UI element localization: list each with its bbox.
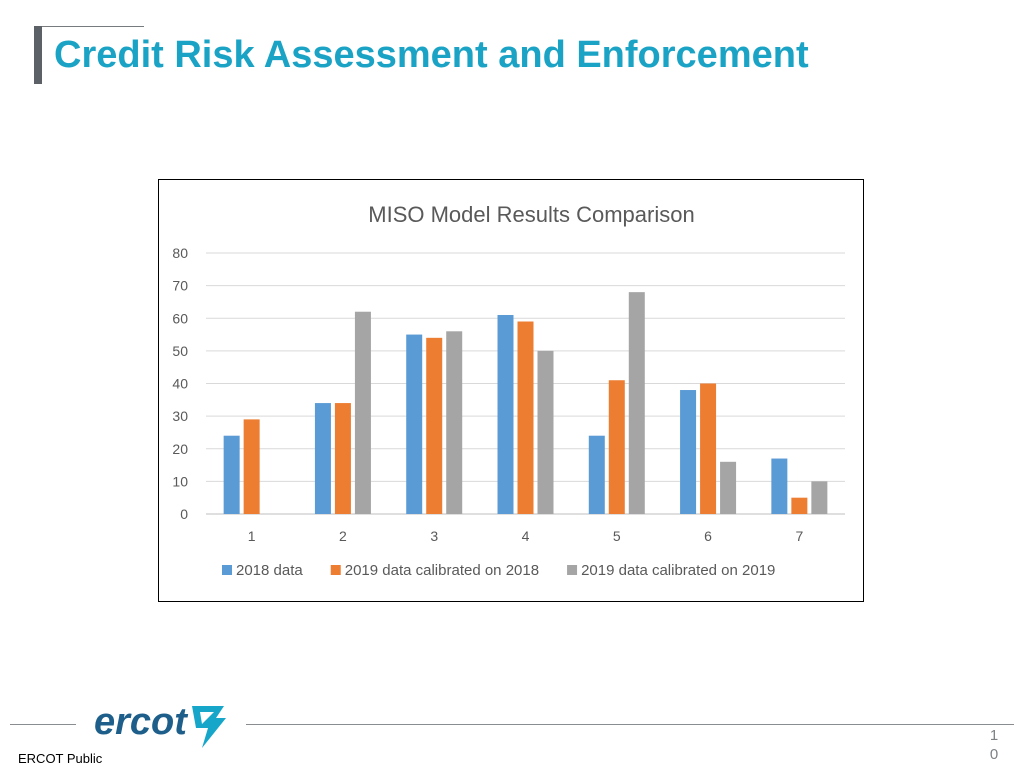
bar-1	[406, 334, 423, 514]
footer-divider-right	[246, 724, 1014, 725]
bar-1	[771, 458, 788, 514]
svg-text:ercot: ercot	[94, 701, 188, 743]
bar-1	[680, 390, 697, 514]
bar-2	[243, 419, 260, 514]
chart-title: MISO Model Results Comparison	[368, 202, 694, 227]
ercot-logo: ercot	[94, 701, 226, 748]
x-tick-label: 6	[704, 528, 712, 544]
y-tick-label: 0	[180, 506, 188, 522]
legend-label: 2019 data calibrated on 2019	[581, 562, 775, 579]
page-number-digit: 0	[989, 746, 999, 763]
page-number-digit: 1	[989, 727, 999, 744]
y-tick-label: 40	[172, 376, 188, 392]
bar-1	[314, 403, 331, 514]
bar-2	[426, 337, 443, 514]
bar-2	[334, 403, 351, 514]
bar-1	[497, 314, 514, 514]
bar-3	[354, 311, 371, 514]
legend-swatch	[222, 565, 232, 575]
x-tick-label: 2	[339, 528, 347, 544]
y-tick-label: 20	[172, 441, 188, 457]
title-accent-bar	[34, 26, 42, 84]
x-tick-label: 4	[522, 528, 530, 544]
bar-2	[700, 383, 717, 514]
texas-star-icon	[192, 706, 226, 748]
bar-1	[223, 435, 240, 514]
chart-frame: MISO Model Results Comparison 0 10 20 30 40 50…	[158, 179, 864, 602]
bar-2	[517, 321, 534, 514]
slide-title: Credit Risk Assessment and Enforcement	[54, 34, 809, 76]
y-tick-label: 60	[172, 310, 188, 326]
x-tick-label: 3	[430, 528, 438, 544]
y-tick-label: 50	[172, 343, 188, 359]
footer-classification: ERCOT Public	[18, 751, 103, 766]
bar-3	[446, 331, 463, 514]
bar-3	[537, 350, 554, 514]
footer-divider-left	[10, 724, 76, 725]
y-tick-label: 70	[172, 278, 188, 294]
bar-3	[628, 292, 645, 514]
legend-label: 2018 data	[236, 562, 303, 579]
page-number: 1 0	[986, 726, 1002, 764]
title-accent-line	[34, 26, 144, 27]
x-tick-label: 1	[248, 528, 256, 544]
legend-label: 2019 data calibrated on 2018	[345, 562, 539, 579]
bar-2	[791, 497, 808, 514]
legend-swatch	[567, 565, 578, 575]
bar-2	[608, 380, 625, 514]
bar-3	[811, 481, 828, 514]
bar-1	[588, 435, 605, 514]
bar-chart: MISO Model Results Comparison 0 10 20 30 40 50…	[172, 202, 845, 579]
y-tick-label: 30	[172, 408, 188, 424]
x-tick-label: 5	[613, 528, 621, 544]
legend-swatch	[330, 565, 341, 575]
y-tick-label: 10	[172, 473, 188, 489]
bar-3	[720, 461, 737, 514]
y-tick-label: 80	[172, 245, 188, 261]
x-tick-label: 7	[795, 528, 803, 544]
